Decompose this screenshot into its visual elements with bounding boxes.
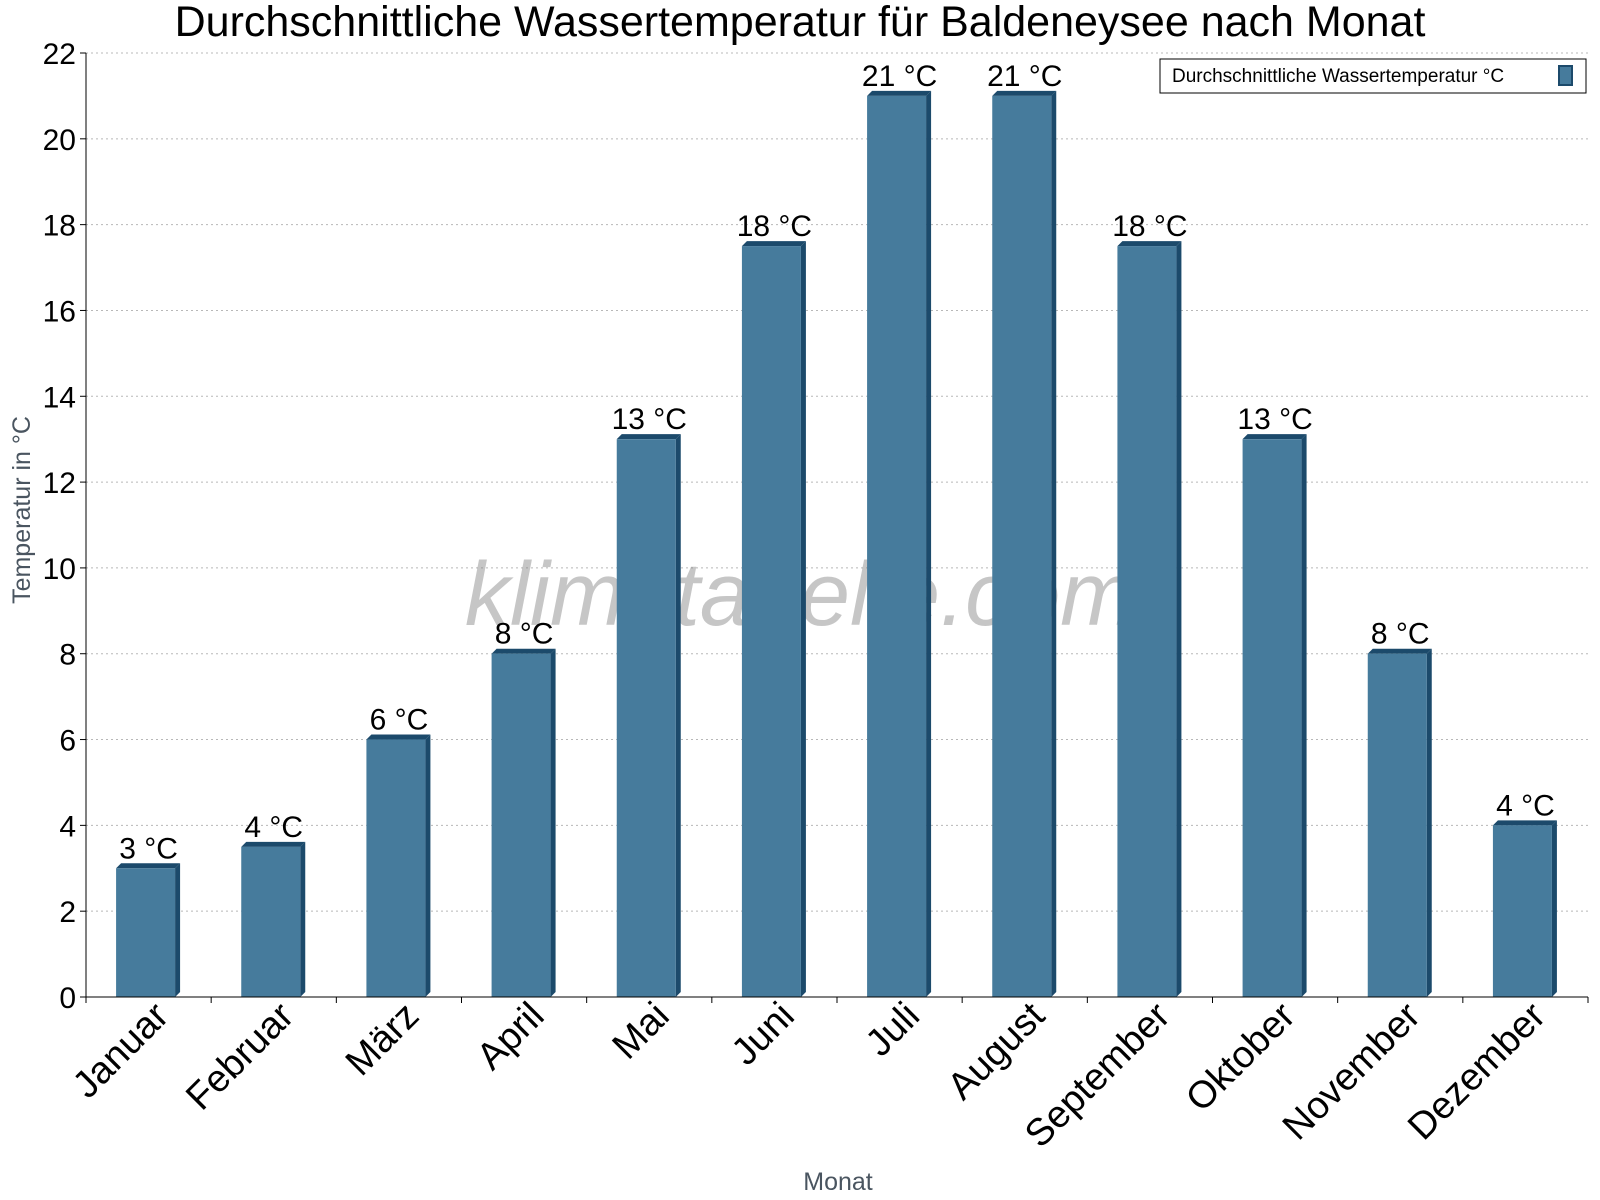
bar-top: [491, 648, 556, 654]
bar-side: [1301, 434, 1307, 997]
y-tick-label: 14: [43, 381, 76, 414]
legend-label: Durchschnittliche Wassertemperatur °C: [1172, 66, 1504, 87]
bar-side: [550, 648, 556, 997]
x-tick-label: Juni: [724, 995, 803, 1074]
y-tick-label: 8: [59, 639, 76, 672]
y-tick-label: 0: [59, 982, 76, 1015]
legend: Durchschnittliche Wassertemperatur °C: [1159, 58, 1587, 94]
bar: [116, 868, 176, 997]
bar: [1117, 246, 1177, 997]
bar-side: [1176, 241, 1182, 997]
bar-top: [366, 734, 431, 740]
grid: [86, 52, 1588, 912]
bar-top: [1492, 820, 1557, 826]
bar: [241, 846, 301, 997]
bar: [741, 246, 801, 997]
data-label: 21 °C: [987, 60, 1062, 93]
x-tick-label: Oktober: [1178, 994, 1304, 1120]
bar-side: [675, 434, 681, 997]
bar-side: [926, 90, 932, 998]
y-tick-label: 22: [43, 38, 76, 71]
x-tick-label: Januar: [65, 994, 177, 1106]
y-tick-label: 2: [59, 896, 76, 929]
data-label: 13 °C: [612, 403, 687, 436]
bar-top: [1242, 434, 1307, 440]
bar: [1242, 439, 1302, 997]
data-label: 3 °C: [119, 832, 178, 865]
x-tick-label: August: [940, 994, 1054, 1108]
bar: [867, 95, 927, 998]
bar-top: [616, 434, 681, 440]
y-tick-label: 6: [59, 725, 76, 758]
data-label: 13 °C: [1237, 403, 1312, 436]
bar-side: [1426, 648, 1432, 997]
y-tick-label: 10: [43, 553, 76, 586]
bar-top: [241, 841, 306, 847]
data-label: 8 °C: [1371, 618, 1430, 651]
x-tick-label: Februar: [178, 994, 302, 1118]
data-label: 8 °C: [495, 618, 554, 651]
bar-top: [992, 90, 1057, 96]
data-label: 18 °C: [1112, 210, 1187, 243]
bar-side: [175, 863, 181, 997]
x-tick-label: März: [338, 995, 427, 1084]
bar: [1492, 825, 1552, 997]
data-label: 18 °C: [737, 210, 812, 243]
bar-top: [1117, 241, 1182, 247]
bar: [616, 439, 676, 997]
data-label: 21 °C: [862, 60, 937, 93]
bar-side: [300, 841, 306, 997]
x-tick-label: Dezember: [1400, 994, 1554, 1148]
y-tick-label: 16: [43, 295, 76, 328]
bar: [491, 653, 551, 997]
x-tick-label: April: [469, 995, 552, 1078]
data-labels: 3 °C 4 °C 6 °C 8 °C 13 °C 18 °C 21 °C 21 °C 18 °…: [119, 60, 1555, 865]
bar: [1367, 653, 1427, 997]
bar: [366, 739, 426, 997]
legend-box: [1159, 58, 1587, 94]
x-tick-label: Mai: [605, 995, 678, 1068]
data-label: 6 °C: [370, 704, 429, 737]
y-tick-label: 12: [43, 467, 76, 500]
bars: [116, 90, 1557, 998]
bar-side: [1551, 820, 1557, 997]
y-tick-label: 20: [43, 124, 76, 157]
x-tick-label: Juli: [858, 995, 928, 1065]
legend-swatch: [1558, 65, 1573, 86]
bar: [992, 95, 1052, 998]
chart-title: Durchschnittliche Wassertemperatur für B…: [175, 0, 1426, 46]
bar-top: [741, 241, 806, 247]
bar-top: [116, 863, 181, 869]
bar-side: [800, 241, 806, 997]
y-tick-label: 4: [59, 810, 76, 843]
data-label: 4 °C: [1496, 789, 1555, 822]
x-axis-title: Monat: [803, 1168, 873, 1196]
y-axis-title: Temperatur in °C: [8, 416, 36, 604]
data-label: 4 °C: [244, 811, 303, 844]
bar-top: [867, 90, 932, 96]
y-tick-label: 18: [43, 210, 76, 243]
bar-side: [425, 734, 431, 997]
bar-side: [1051, 90, 1057, 998]
bar-top: [1367, 648, 1432, 654]
